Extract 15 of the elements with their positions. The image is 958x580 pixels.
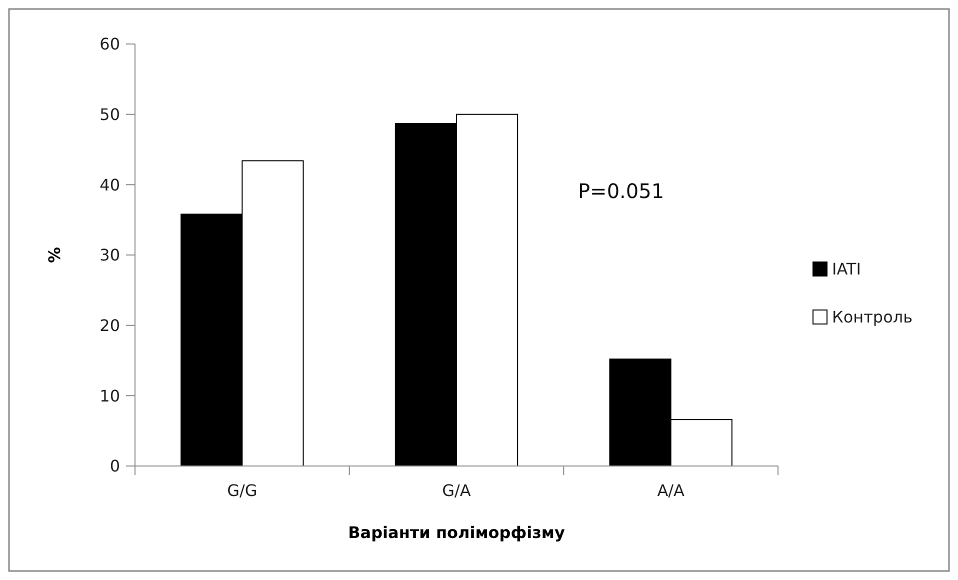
legend-label: Контроль: [832, 308, 913, 327]
x-axis-title: Варіанти поліморфізму: [348, 523, 566, 542]
y-tick-label: 30: [100, 246, 120, 265]
annotation: P=0.051: [578, 179, 664, 203]
y-axis-title: %: [45, 246, 64, 264]
x-tick-label: G/A: [442, 481, 471, 500]
y-tick-label: 60: [100, 34, 120, 54]
y-tick-label: 40: [100, 175, 120, 194]
y-tick-label: 50: [100, 104, 120, 124]
x-tick-label: A/A: [657, 481, 685, 500]
y-tick-label: 20: [100, 316, 120, 335]
y-tick-label: 10: [100, 386, 120, 406]
x-tick-label: G/G: [227, 481, 258, 500]
y-tick-label: 0: [110, 456, 120, 476]
legend-label: IATI: [832, 260, 861, 279]
